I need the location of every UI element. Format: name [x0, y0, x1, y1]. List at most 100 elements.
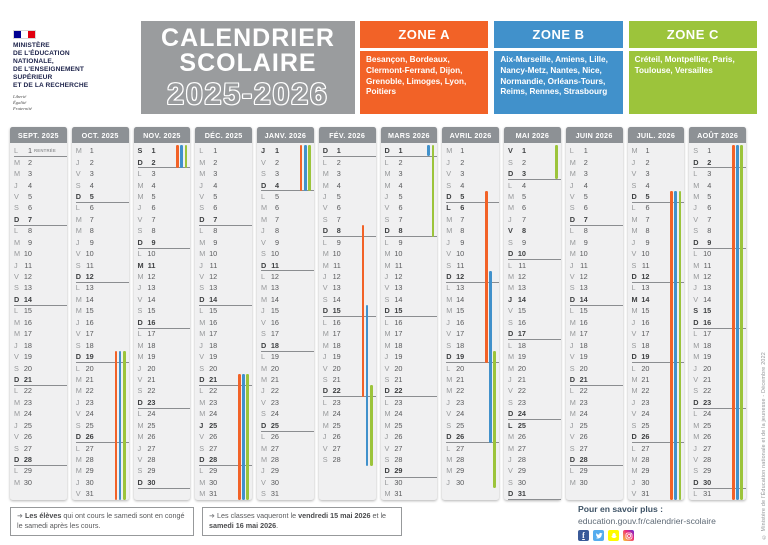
day-row: V 21	[693, 374, 712, 384]
holiday-stripe-zone-a	[485, 190, 488, 363]
title-years: 2025-2026	[167, 77, 329, 111]
zone-cities: Besançon, Bordeaux, Clermont-Ferrand, Di…	[360, 51, 489, 114]
day-row: V 24	[75, 409, 94, 419]
month-column-4: JANV. 2026 J 1 V 2 S 3 D 4 L 5 M 6 M 7 J 8 V 9 S 10 D 11 L 12 M 13…	[257, 127, 314, 500]
day-row: M 26	[693, 432, 712, 442]
day-row: J 20	[693, 363, 712, 373]
day-row: M 11	[137, 260, 156, 270]
holiday-stripe-zone-c	[431, 145, 435, 237]
day-row: M 10	[14, 249, 32, 259]
day-row: L 19	[261, 352, 279, 362]
day-row: L 27	[446, 443, 465, 453]
zone-cities: Aix-Marseille, Amiens, Lille, Nancy-Metz…	[494, 51, 623, 114]
day-row: J 15	[261, 306, 279, 316]
day-row: V 19	[199, 352, 218, 362]
day-row: L 22	[199, 386, 218, 396]
day-row: M 23	[14, 397, 32, 407]
day-row: V 28	[693, 455, 712, 465]
snapchat-icon[interactable]	[608, 530, 619, 541]
day-row: M 16	[569, 317, 588, 327]
day-row: J 26	[322, 432, 341, 442]
week-separator	[137, 327, 191, 329]
holiday-stripe-zone-b	[489, 270, 492, 443]
holiday-stripe-zone-c	[308, 145, 311, 191]
day-row: S 15	[693, 306, 712, 316]
day-row: V 17	[631, 329, 650, 339]
day-row: M 10	[569, 249, 588, 259]
day-row: M 12	[137, 272, 156, 282]
day-row: S 18	[446, 340, 465, 350]
day-row: M 19	[137, 352, 156, 362]
months-grid: SEPT. 2025 L 1 RENTRÉE M 2 M 3 J 4 V 5 S 6 D 7 L 8 M 9 M 10 J 1…	[10, 127, 746, 501]
day-row: M 19	[508, 352, 526, 362]
day-row: S 30	[508, 477, 526, 487]
holiday-stripe-zone-a	[238, 374, 241, 500]
week-separator	[137, 407, 191, 409]
holiday-stripe-zone-c	[740, 145, 743, 500]
week-separator	[14, 304, 67, 306]
zone-box-c: ZONE C Créteil, Montpellier, Paris, Toulo…	[628, 21, 757, 114]
day-row: M 30	[569, 477, 588, 487]
instagram-icon[interactable]	[623, 530, 634, 541]
day-row: J 23	[631, 397, 650, 407]
week-separator	[261, 270, 314, 272]
week-separator	[693, 247, 746, 249]
month-header: MAI 2026	[504, 127, 561, 143]
day-row: J 25	[569, 420, 588, 430]
twitter-icon[interactable]	[593, 530, 604, 541]
day-row: J 30	[631, 477, 650, 487]
week-separator	[261, 350, 314, 352]
calendar-url-link[interactable]: education.gouv.fr/calendrier-scolaire	[578, 516, 716, 526]
day-row: M 17	[322, 329, 341, 339]
week-separator	[569, 304, 623, 306]
day-row: J 22	[261, 386, 279, 396]
day-row: V 12	[199, 272, 218, 282]
holiday-stripe-zone-b	[427, 145, 431, 157]
day-row: L 1 RENTRÉE	[14, 146, 56, 156]
day-row: S 20	[569, 363, 588, 373]
facebook-icon[interactable]: f	[578, 530, 589, 541]
day-row: J 14	[508, 294, 526, 304]
day-row: V 15	[508, 306, 526, 316]
day-row: M 28	[261, 455, 279, 465]
day-row: S 25	[75, 420, 94, 430]
day-row: L 13	[75, 283, 94, 293]
day-row: M 29	[631, 466, 650, 476]
day-row: L 23	[384, 397, 403, 407]
holiday-stripe-zone-c	[246, 374, 249, 500]
day-row: M 11	[384, 260, 403, 270]
french-flag-icon	[13, 30, 36, 39]
day-row: S 10	[261, 249, 279, 259]
day-row: J 11	[569, 260, 588, 270]
zone-box-b: ZONE B Aix-Marseille, Amiens, Lille, Nanc…	[494, 21, 623, 114]
day-row: J 13	[137, 283, 156, 293]
zones-legend: ZONE A Besançon, Bordeaux, Clermont-Ferra…	[360, 21, 757, 114]
day-row: S 25	[631, 420, 650, 430]
day-row: L 13	[446, 283, 465, 293]
day-row: L 27	[631, 443, 650, 453]
day-row: D 24	[508, 409, 526, 419]
day-row: M 18	[384, 340, 403, 350]
day-row: V 29	[508, 466, 526, 476]
day-row: S 15	[137, 306, 156, 316]
week-separator	[446, 362, 499, 363]
